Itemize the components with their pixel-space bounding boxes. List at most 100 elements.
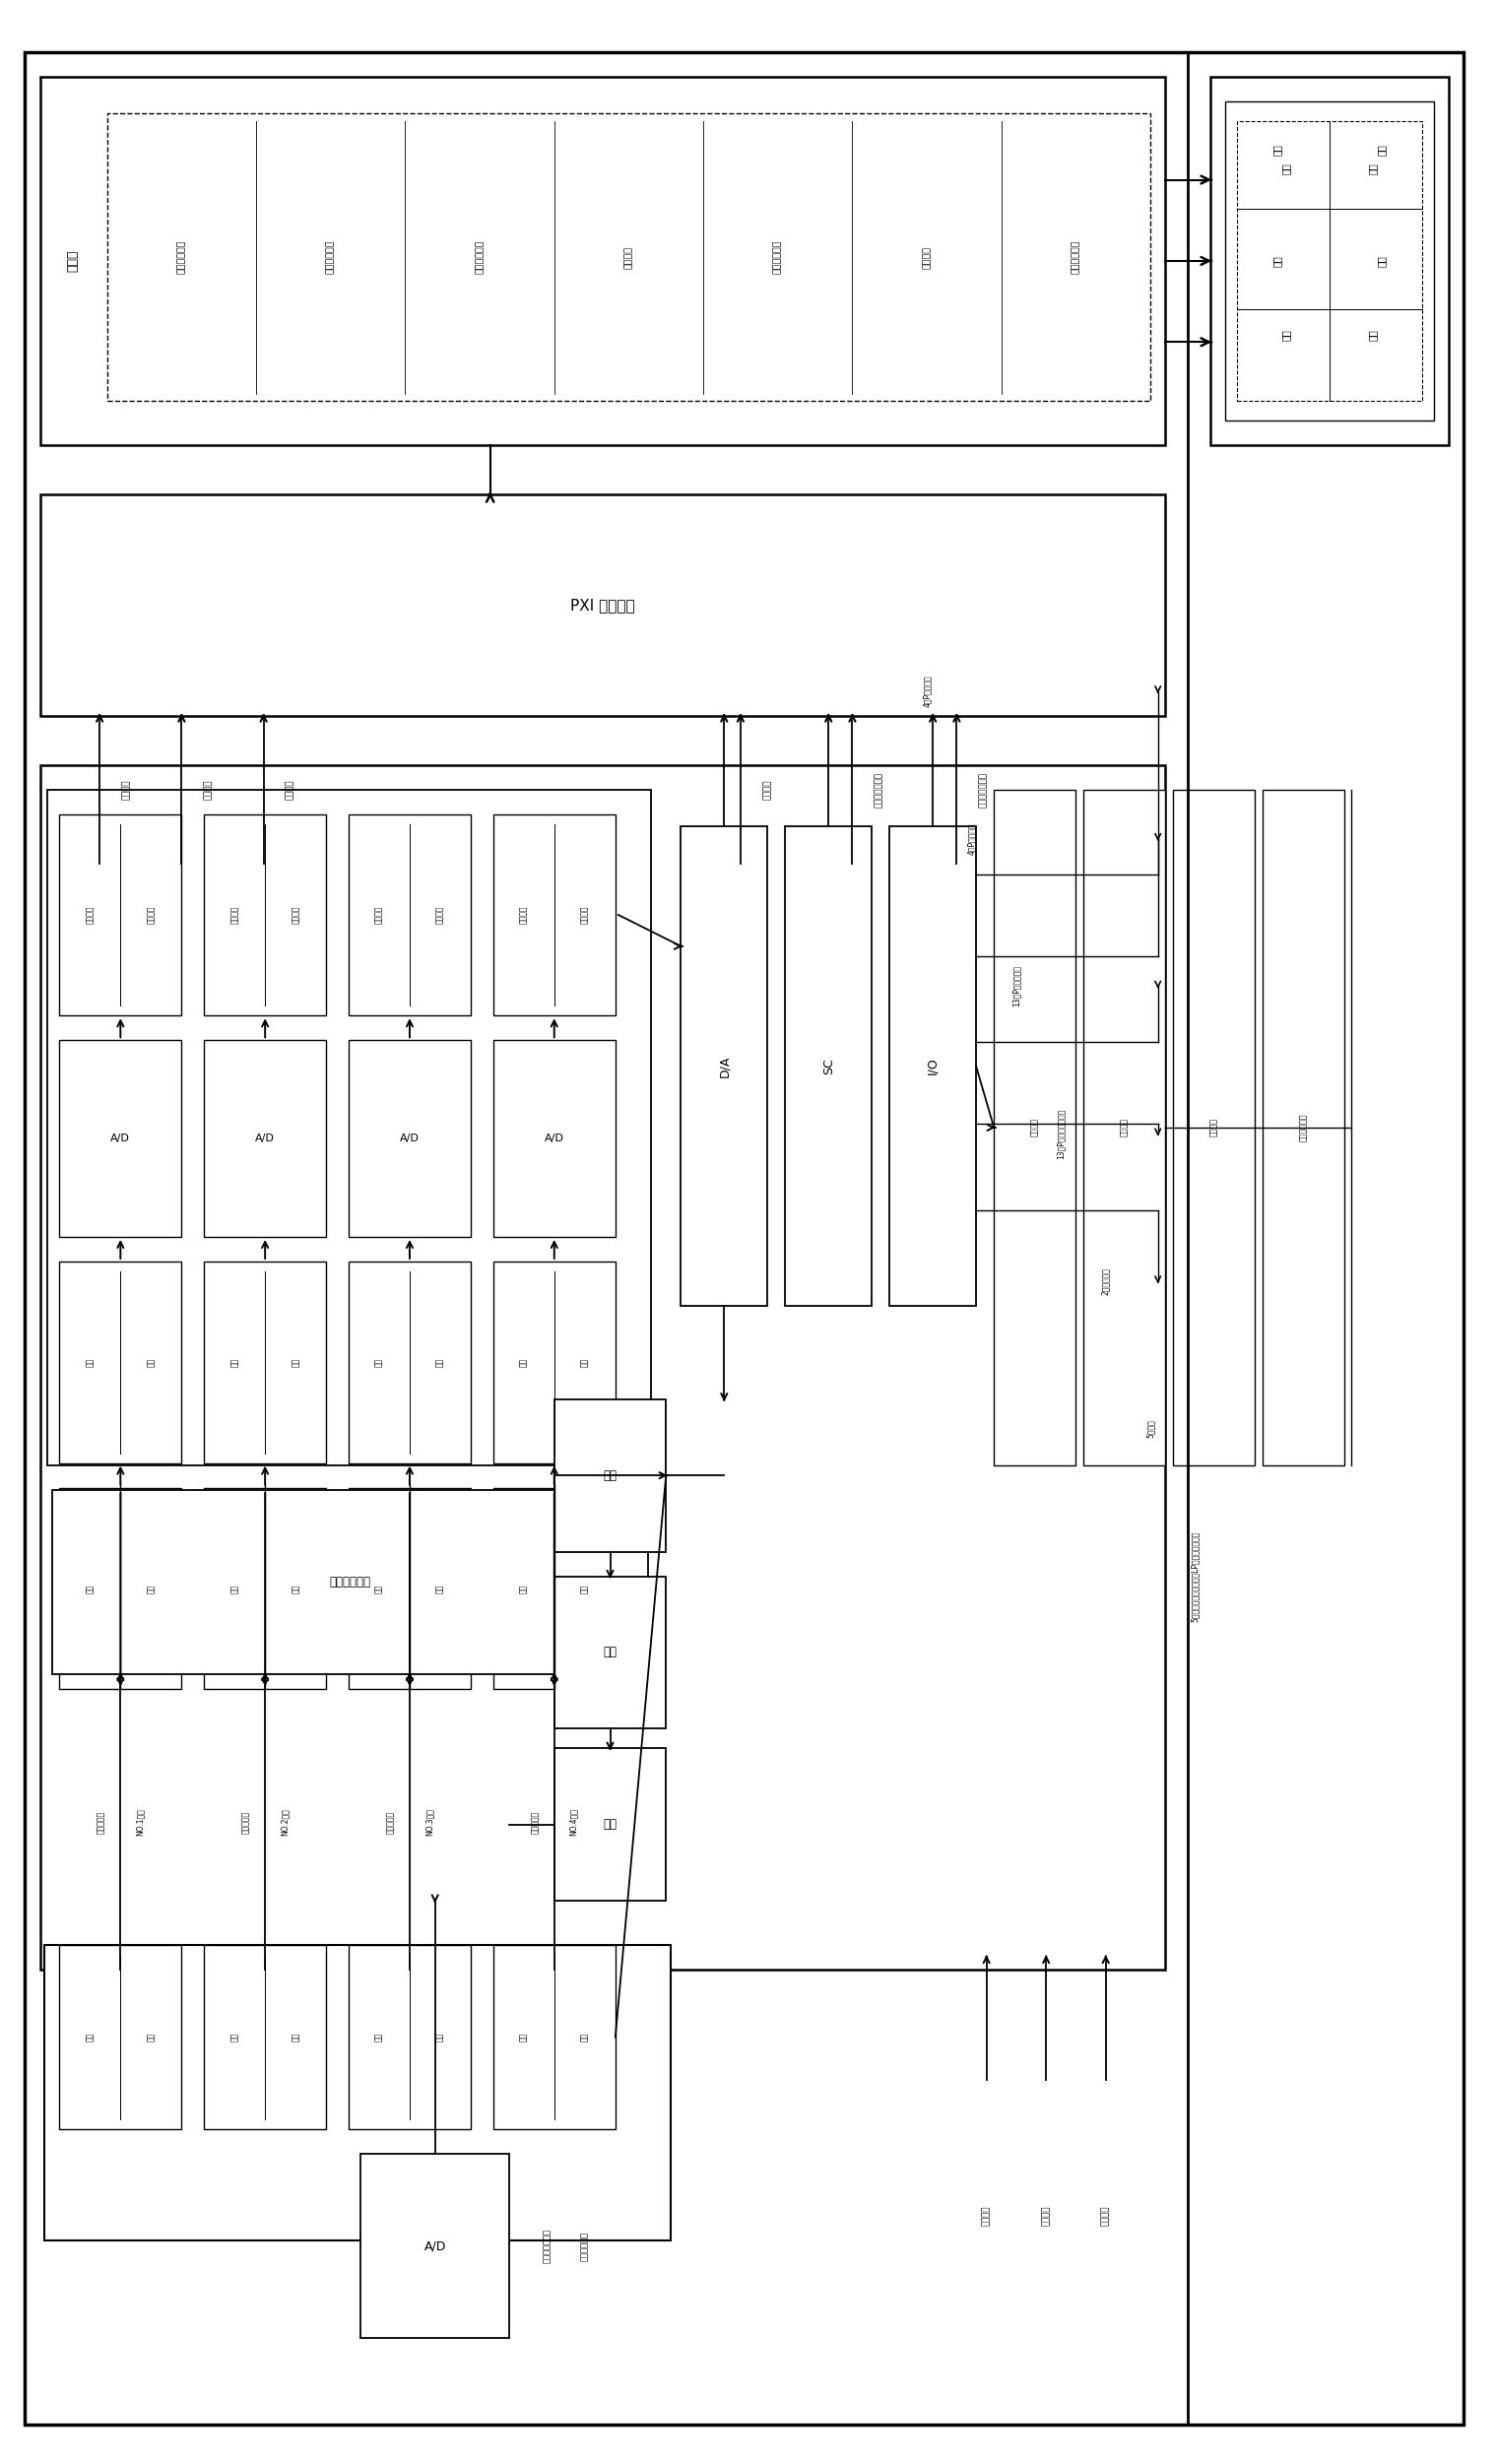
Text: 滤波: 滤波 <box>85 1358 94 1368</box>
Text: 加速度信号: 加速度信号 <box>386 1811 395 1833</box>
Text: 报警输出: 报警输出 <box>1209 1119 1218 1136</box>
Text: 数据寄存: 数据寄存 <box>292 907 301 924</box>
FancyBboxPatch shape <box>203 1944 326 2129</box>
FancyBboxPatch shape <box>203 1262 326 1464</box>
Text: 加速度信号: 加速度信号 <box>531 1811 539 1833</box>
Text: 控制器: 控制器 <box>66 249 79 271</box>
FancyBboxPatch shape <box>60 1040 181 1237</box>
Text: I/O: I/O <box>926 1057 939 1074</box>
FancyBboxPatch shape <box>494 1488 615 1690</box>
FancyBboxPatch shape <box>1263 788 1345 1466</box>
FancyBboxPatch shape <box>40 495 1165 715</box>
Text: 放大: 放大 <box>292 2033 301 2043</box>
FancyBboxPatch shape <box>361 2154 510 2338</box>
FancyBboxPatch shape <box>349 1040 471 1237</box>
Text: 前置: 前置 <box>230 1584 239 1594</box>
Text: NO.3区间: NO.3区间 <box>425 1809 434 1836</box>
Text: 自检控制: 自检控制 <box>624 246 633 269</box>
Text: 键盘: 键盘 <box>1272 256 1282 266</box>
Text: 放大: 放大 <box>580 1584 589 1594</box>
FancyBboxPatch shape <box>1225 101 1433 421</box>
FancyBboxPatch shape <box>1210 76 1448 446</box>
Text: 打印: 打印 <box>1367 163 1378 175</box>
Text: 长有效值: 长有效值 <box>203 779 212 798</box>
FancyBboxPatch shape <box>60 1944 181 2129</box>
FancyBboxPatch shape <box>203 1488 326 1690</box>
Text: 滤波: 滤波 <box>374 2033 383 2043</box>
FancyBboxPatch shape <box>48 788 651 1466</box>
Text: 自检信号: 自检信号 <box>763 779 772 798</box>
FancyBboxPatch shape <box>349 1262 471 1464</box>
Text: 事件辨别: 事件辨别 <box>374 907 383 924</box>
FancyBboxPatch shape <box>203 813 326 1015</box>
Text: 滤波: 滤波 <box>230 2033 239 2043</box>
Text: 5路自检: 5路自检 <box>1146 1419 1155 1439</box>
Text: A/D: A/D <box>545 1133 564 1143</box>
Text: 报警信号: 报警信号 <box>1101 2205 1110 2225</box>
Text: 放大: 放大 <box>147 1358 156 1368</box>
Text: 数据寄存: 数据寄存 <box>580 907 589 924</box>
Text: 4路P事件通道: 4路P事件通道 <box>966 823 975 855</box>
Text: 前机: 前机 <box>603 1818 616 1831</box>
FancyBboxPatch shape <box>45 1944 670 2240</box>
Text: 、显示与回放: 、显示与回放 <box>579 2232 588 2262</box>
Text: 磁盘: 磁盘 <box>1376 256 1387 266</box>
FancyBboxPatch shape <box>108 113 1150 402</box>
Text: 显示: 显示 <box>1281 163 1291 175</box>
Text: PXI 总线接口: PXI 总线接口 <box>570 599 634 614</box>
FancyBboxPatch shape <box>494 1040 615 1237</box>
Text: 滤波: 滤波 <box>519 2033 528 2043</box>
Text: 加速度信号: 加速度信号 <box>241 1811 250 1833</box>
Text: 放大: 放大 <box>580 1358 589 1368</box>
FancyBboxPatch shape <box>993 788 1076 1466</box>
Text: 4路P事件报警: 4路P事件报警 <box>923 675 932 707</box>
Text: 打印: 打印 <box>1376 145 1387 155</box>
Text: NO.4区间: NO.4区间 <box>568 1809 577 1836</box>
Text: 前置: 前置 <box>519 1584 528 1594</box>
Text: A/D: A/D <box>399 1133 419 1143</box>
Text: 滤波: 滤波 <box>519 1358 528 1368</box>
FancyBboxPatch shape <box>554 1749 666 1900</box>
Text: 计算机标准口: 计算机标准口 <box>1071 239 1080 274</box>
Text: 前置: 前置 <box>85 1584 94 1594</box>
Text: 放大: 放大 <box>435 2033 444 2043</box>
Text: A/D: A/D <box>423 2240 446 2252</box>
Text: 事件辨别: 事件辨别 <box>230 907 239 924</box>
Text: 放大: 放大 <box>435 1358 444 1368</box>
FancyBboxPatch shape <box>349 1944 471 2129</box>
Text: 放大: 放大 <box>292 1584 301 1594</box>
Text: NO.1区间: NO.1区间 <box>136 1809 144 1836</box>
Text: 前置: 前置 <box>374 1584 383 1594</box>
Text: 加速度信号: 加速度信号 <box>97 1811 106 1833</box>
Text: 调准信号: 调准信号 <box>981 2205 990 2225</box>
Text: 放大: 放大 <box>147 2033 156 2043</box>
Text: 声发射传感器: 声发射传感器 <box>329 1577 371 1589</box>
Text: SC: SC <box>823 1057 835 1074</box>
Text: 放大: 放大 <box>147 1584 156 1594</box>
Text: 滤波: 滤波 <box>85 2033 94 2043</box>
Text: 放大: 放大 <box>292 1358 301 1368</box>
FancyBboxPatch shape <box>494 813 615 1015</box>
Text: 键盘: 键盘 <box>1281 328 1291 340</box>
Text: 参数设置控制: 参数设置控制 <box>773 239 782 274</box>
Text: 压力信号: 压力信号 <box>1041 2205 1050 2225</box>
FancyBboxPatch shape <box>494 1944 615 2129</box>
FancyBboxPatch shape <box>1083 788 1165 1466</box>
Text: 产生自检信号: 产生自检信号 <box>476 239 485 274</box>
Text: 信号稳定: 信号稳定 <box>1031 1119 1040 1136</box>
Text: 报警控制: 报警控制 <box>1121 1119 1129 1136</box>
FancyBboxPatch shape <box>52 1491 648 1676</box>
Text: 事件快速分析: 事件快速分析 <box>326 239 335 274</box>
Text: 滤波: 滤波 <box>374 1358 383 1368</box>
Text: 放大: 放大 <box>435 1584 444 1594</box>
Text: 网络通讯: 网络通讯 <box>923 246 932 269</box>
FancyBboxPatch shape <box>60 1488 181 1690</box>
Text: 放大: 放大 <box>580 2033 589 2043</box>
Text: 事件、故障通道: 事件、故障通道 <box>978 771 987 808</box>
Text: 2路软件自检: 2路软件自检 <box>1101 1266 1110 1296</box>
Text: 调理与自检控制: 调理与自检控制 <box>875 771 884 808</box>
Text: 前级: 前级 <box>603 1646 616 1658</box>
FancyBboxPatch shape <box>1237 121 1421 402</box>
Text: 数据寄存: 数据寄存 <box>147 907 156 924</box>
Text: 数据寄存: 数据寄存 <box>435 907 444 924</box>
